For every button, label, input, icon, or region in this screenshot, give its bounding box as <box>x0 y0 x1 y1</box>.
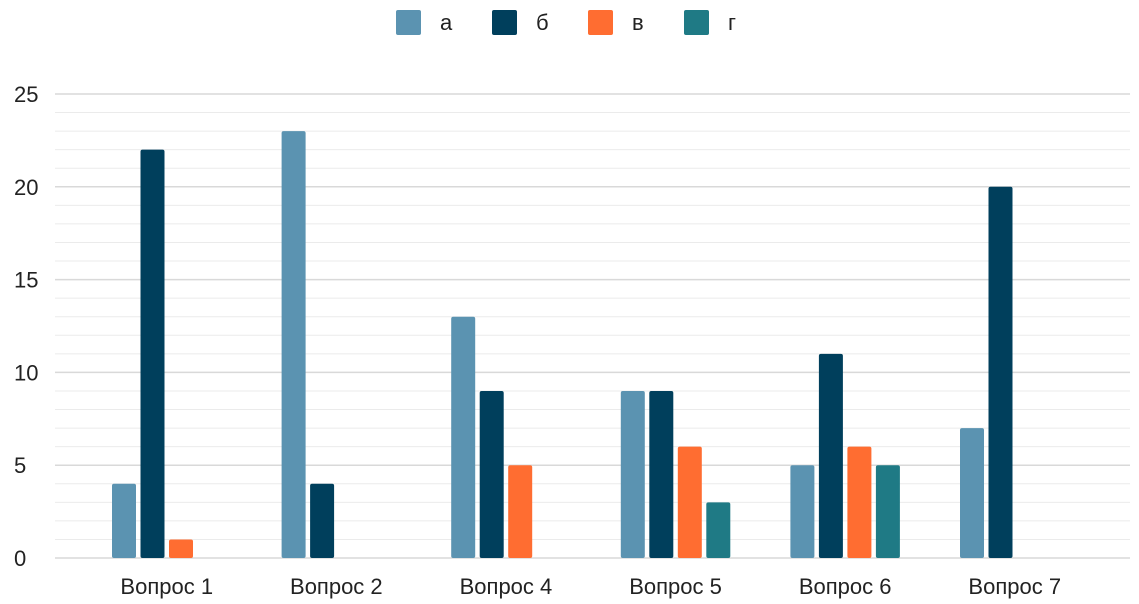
bar-б-5 <box>818 353 843 558</box>
legend-swatch-в <box>588 10 613 35</box>
legend-swatch-а <box>396 10 421 35</box>
bar-а-3 <box>451 316 476 558</box>
bars <box>112 131 1013 559</box>
bar-а-2 <box>281 131 306 558</box>
bar-а-5 <box>790 465 815 558</box>
y-tick-label: 20 <box>14 175 38 200</box>
y-tick-label: 25 <box>14 82 38 107</box>
bar-б-1 <box>140 149 165 558</box>
legend-swatch-б <box>492 10 517 35</box>
y-tick-label: 5 <box>14 453 26 478</box>
bar-б-4 <box>649 390 674 558</box>
bar-б-3 <box>479 390 504 558</box>
x-category-label: Вопрос 5 <box>629 574 722 599</box>
bar-а-4 <box>620 390 645 558</box>
x-category-label: Вопрос 1 <box>120 574 213 599</box>
legend-swatch-г <box>684 10 709 35</box>
bar-в-3 <box>508 465 533 558</box>
bar-а-1 <box>112 483 136 558</box>
bar-б-6 <box>988 186 1013 559</box>
bar-г-4 <box>706 502 731 558</box>
bar-в-5 <box>847 446 872 558</box>
x-axis-labels: Вопрос 1 Вопрос 2 Вопрос 4 Вопрос 5 Вопрос 6… <box>120 574 1061 599</box>
x-category-label: Вопрос 2 <box>290 574 383 599</box>
legend-label: б <box>536 10 549 35</box>
legend: а б в г <box>396 10 736 35</box>
bar-б-2 <box>310 483 335 558</box>
x-category-label: Вопрос 4 <box>460 574 553 599</box>
legend-label: г <box>728 10 736 35</box>
bar-в-4 <box>677 446 702 558</box>
y-tick-label: 10 <box>14 360 38 385</box>
x-category-label: Вопрос 7 <box>968 574 1061 599</box>
bar-г-5 <box>875 465 900 558</box>
bar-в-1 <box>169 539 193 558</box>
bar-а-6 <box>960 428 984 558</box>
legend-label: а <box>440 10 453 35</box>
x-category-label: Вопрос 6 <box>799 574 892 599</box>
y-tick-label: 15 <box>14 268 38 293</box>
gridlines <box>55 93 1130 559</box>
y-axis-ticks: 0 5 10 15 20 25 <box>14 82 38 571</box>
legend-label: в <box>632 10 644 35</box>
y-tick-label: 0 <box>14 546 26 571</box>
